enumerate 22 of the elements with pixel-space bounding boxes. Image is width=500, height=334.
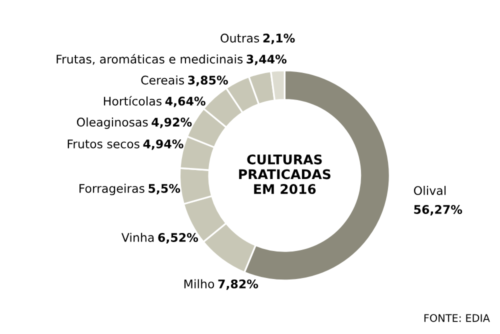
slice-label: Forrageiras <box>80 184 144 196</box>
slice-label: Olival <box>414 186 446 196</box>
data-label: 3,44% <box>246 54 287 66</box>
data-label: 4,92% <box>152 118 192 128</box>
source-note: FONTE: EDIA <box>424 314 490 322</box>
slice-label: Cereais <box>141 75 184 85</box>
slice-label: Hortícolas <box>104 96 162 106</box>
data-label: 2,1% <box>263 34 295 44</box>
data-label: 6,52% <box>158 233 198 244</box>
data-label: 7,82% <box>218 279 258 290</box>
slice-label: Vinha <box>121 232 154 242</box>
slice-label: Milho <box>184 279 214 288</box>
slice-label: Frutos secos <box>68 140 140 148</box>
slice-label: Outras <box>220 34 260 43</box>
slice-label: Oleaginosas <box>76 117 148 129</box>
data-label: 5,5% <box>148 184 180 194</box>
data-label: 4,64% <box>165 96 206 108</box>
data-label: 4,94% <box>143 139 184 150</box>
text: CULTURAS PRATICADAS EM 2016 <box>239 154 330 194</box>
data-label: 3,85% <box>188 76 228 86</box>
data-label: 56,27% <box>414 205 462 216</box>
slice-label: Frutas, aromáticas e medicinais <box>56 54 243 65</box>
